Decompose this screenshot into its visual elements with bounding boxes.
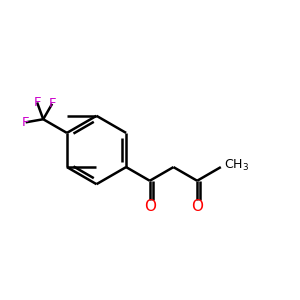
Text: F: F (22, 116, 29, 129)
Text: CH$_3$: CH$_3$ (224, 158, 250, 173)
Text: O: O (191, 199, 203, 214)
Text: O: O (144, 199, 156, 214)
Text: F: F (48, 97, 56, 110)
Text: F: F (33, 96, 41, 109)
